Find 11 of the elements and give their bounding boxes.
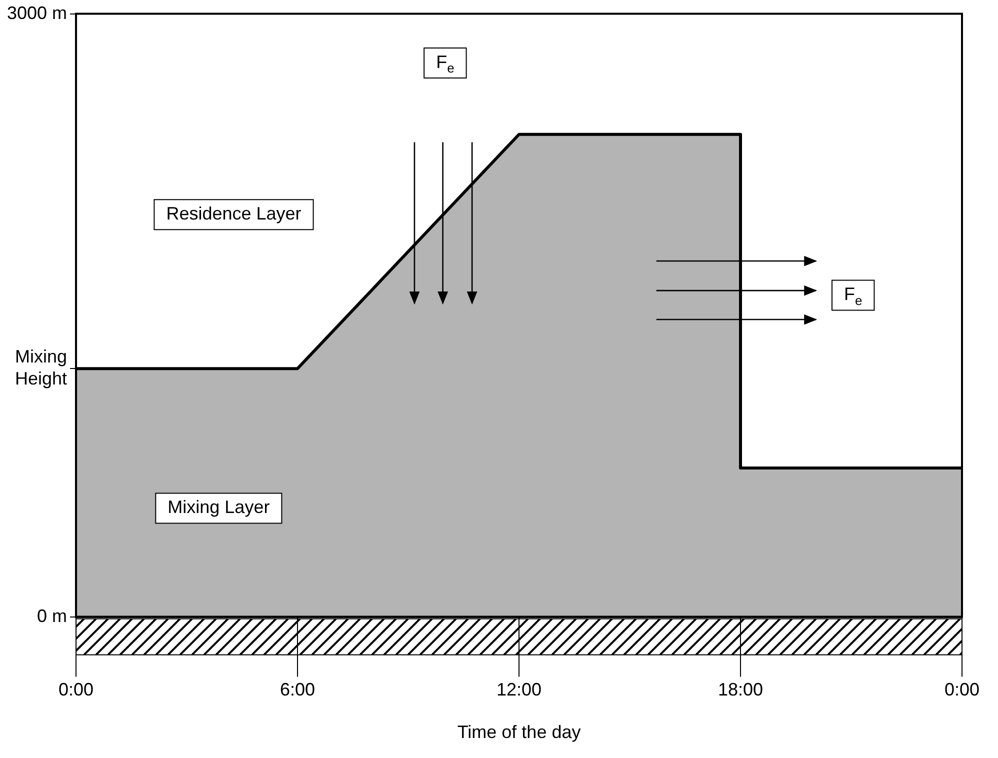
- x-tick-label: 0:00: [944, 680, 980, 700]
- x-axis-title: Time of the day: [457, 722, 581, 742]
- x-tick-label: 18:00: [718, 680, 764, 700]
- y-tick-label: 3000 m: [6, 2, 68, 23]
- x-tick-label: 6:00: [280, 680, 316, 700]
- x-tick-label: 12:00: [496, 680, 542, 700]
- y-tick-label: 0 m: [37, 606, 68, 626]
- annotation: Mixing Layer: [168, 497, 270, 518]
- annotation: Residence Layer: [166, 204, 302, 224]
- y-tick-label: Mixing Height: [15, 346, 68, 388]
- x-tick-label: 0:00: [58, 680, 94, 700]
